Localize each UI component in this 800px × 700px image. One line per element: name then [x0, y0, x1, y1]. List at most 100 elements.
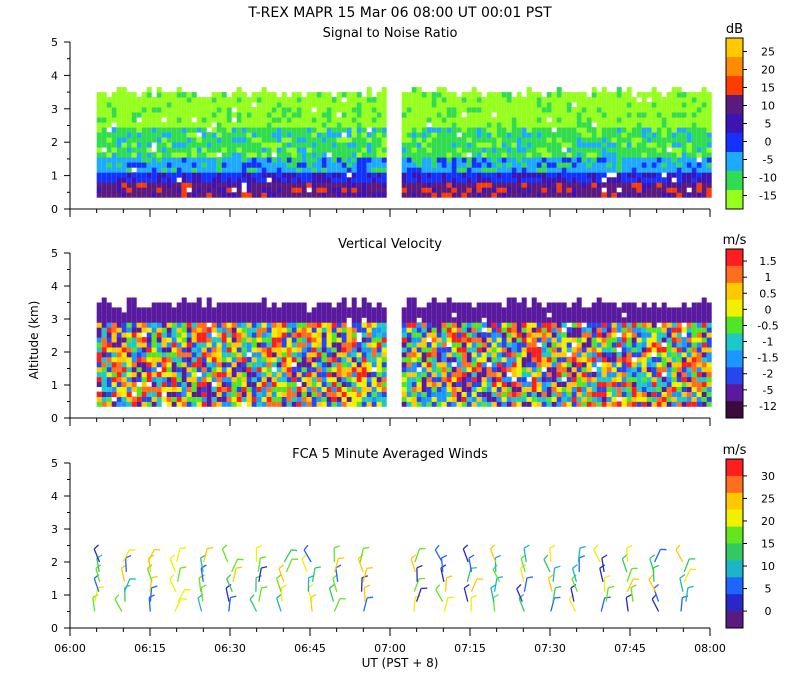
heatmap-cell [581, 396, 587, 402]
heatmap-cell [706, 312, 712, 318]
heatmap-cell [616, 87, 622, 93]
heatmap-cell [456, 162, 462, 168]
heatmap-cell [441, 192, 447, 198]
heatmap-cell [346, 127, 352, 133]
heatmap-cell [521, 332, 527, 338]
heatmap-cell [581, 127, 587, 133]
heatmap-cell [706, 142, 712, 148]
heatmap-cell [656, 317, 662, 323]
heatmap-cell [476, 371, 482, 378]
heatmap-cell [111, 132, 117, 138]
heatmap-cell [581, 327, 587, 333]
heatmap-cell [271, 322, 277, 328]
heatmap-cell [371, 391, 377, 397]
heatmap-cell [131, 182, 137, 188]
heatmap-cell [411, 371, 417, 378]
heatmap-cell [516, 391, 522, 397]
heatmap-cell [651, 167, 657, 173]
heatmap-cell [456, 347, 462, 353]
heatmap-cell [476, 337, 482, 343]
heatmap-cell [341, 177, 347, 183]
heatmap-cell [161, 157, 167, 163]
heatmap-cell [231, 401, 237, 407]
heatmap-cell [161, 376, 167, 383]
heatmap-cell [651, 337, 657, 343]
heatmap-cell [596, 182, 602, 188]
heatmap-cell [686, 172, 692, 178]
heatmap-cell [576, 122, 582, 128]
heatmap-cell [531, 391, 537, 397]
heatmap-cell [131, 117, 137, 123]
heatmap-cell [406, 307, 412, 313]
heatmap-cell [471, 137, 477, 143]
heatmap-cell [191, 192, 197, 198]
heatmap-cell [201, 107, 207, 113]
heatmap-cell [691, 127, 697, 133]
heatmap-cell [471, 376, 477, 383]
heatmap-cell [111, 307, 117, 313]
heatmap-cell [281, 192, 287, 198]
heatmap-cell [501, 356, 507, 363]
heatmap-cell [96, 157, 102, 163]
heatmap-cell [631, 317, 637, 323]
heatmap-cell [361, 97, 367, 103]
heatmap-cell [201, 307, 207, 313]
heatmap-cell [316, 401, 322, 407]
heatmap-cell [616, 112, 622, 118]
heatmap-cell [281, 92, 287, 98]
heatmap-cell [196, 302, 202, 308]
heatmap-cell [456, 147, 462, 153]
heatmap-cell [466, 312, 472, 318]
heatmap-cell [336, 361, 342, 368]
heatmap-cell [536, 102, 542, 108]
heatmap-cell [416, 351, 422, 358]
heatmap-cell [171, 177, 177, 183]
heatmap-cell [481, 192, 487, 198]
heatmap-cell [341, 142, 347, 148]
heatmap-cell [506, 396, 512, 402]
heatmap-cell [321, 102, 327, 108]
heatmap-cell [271, 117, 277, 123]
heatmap-cell [411, 152, 417, 158]
heatmap-cell [706, 102, 712, 108]
heatmap-cell [516, 396, 522, 402]
heatmap-cell [526, 157, 532, 163]
heatmap-cell [206, 147, 212, 153]
heatmap-cell [606, 137, 612, 143]
heatmap-cell [431, 162, 437, 168]
heatmap-cell [101, 371, 107, 378]
heatmap-cell [581, 167, 587, 173]
heatmap-cell [521, 147, 527, 153]
heatmap-cell [406, 327, 412, 333]
heatmap-cell [146, 376, 152, 383]
heatmap-cell [651, 391, 657, 397]
heatmap-cell [551, 97, 557, 103]
heatmap-cell [646, 396, 652, 402]
heatmap-cell [261, 307, 267, 313]
heatmap-cell [601, 351, 607, 358]
heatmap-cell [606, 92, 612, 98]
heatmap-cell [476, 351, 482, 358]
heatmap-cell [306, 391, 312, 397]
heatmap-cell [471, 391, 477, 397]
heatmap-cell [411, 386, 417, 392]
heatmap-cell [611, 337, 617, 343]
heatmap-cell [536, 182, 542, 188]
heatmap-cell [326, 371, 332, 378]
heatmap-cell [486, 347, 492, 353]
heatmap-cell [526, 371, 532, 378]
heatmap-cell [671, 97, 677, 103]
heatmap-cell [506, 92, 512, 98]
heatmap-cell [116, 356, 122, 363]
heatmap-cell [321, 386, 327, 392]
heatmap-cell [636, 192, 642, 198]
heatmap-cell [686, 142, 692, 148]
heatmap-cell [626, 347, 632, 353]
heatmap-cell [611, 112, 617, 118]
heatmap-cell [231, 312, 237, 318]
heatmap-cell [526, 391, 532, 397]
heatmap-cell [441, 87, 447, 93]
heatmap-cell [351, 361, 357, 368]
heatmap-cell [426, 162, 432, 168]
heatmap-cell [701, 307, 707, 313]
